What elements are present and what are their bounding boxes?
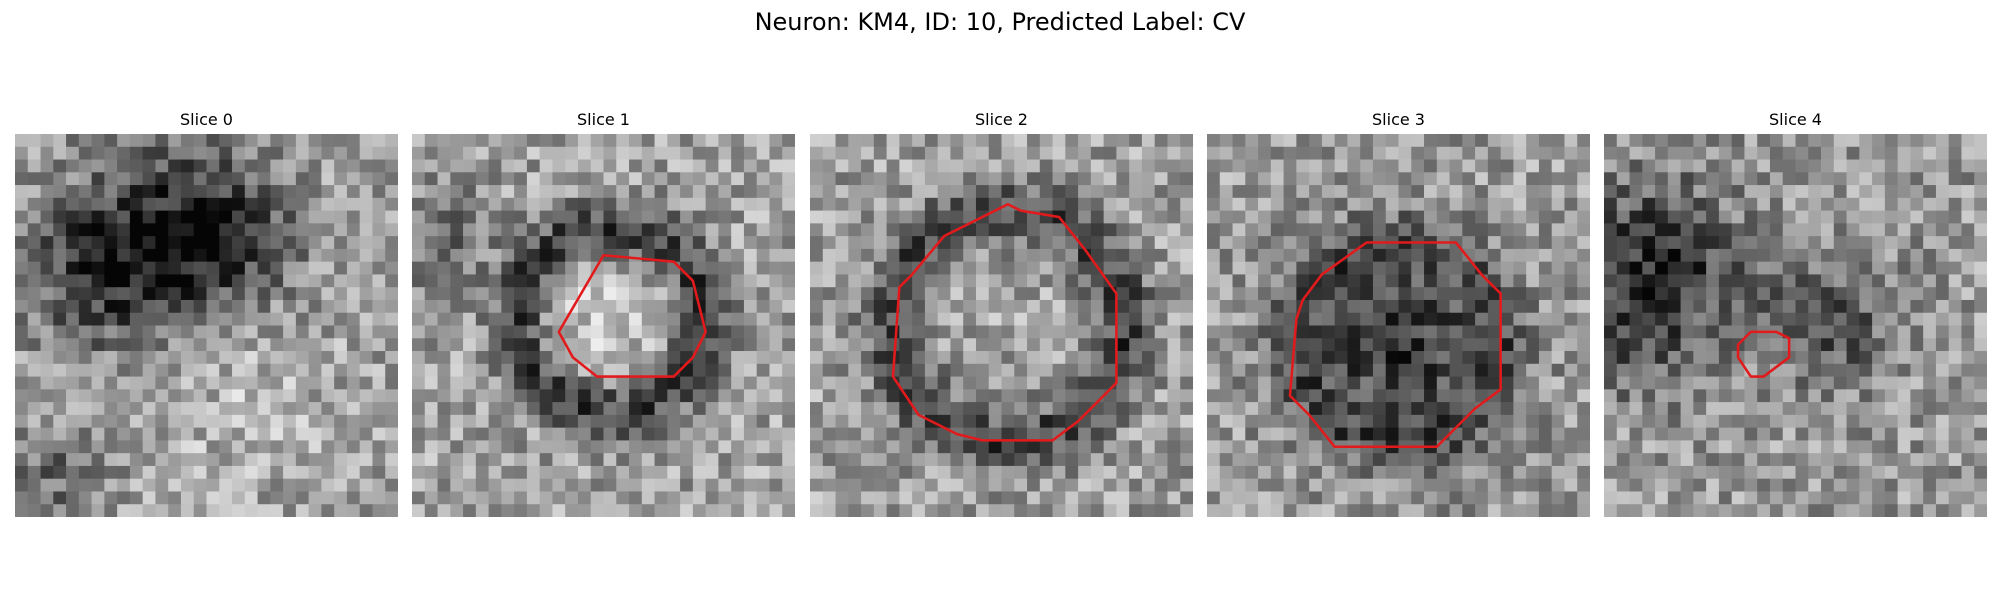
segmentation-contour xyxy=(1288,241,1502,449)
slice-4-image xyxy=(1604,134,1987,517)
slice-1-canvas xyxy=(412,134,795,517)
slice-1-image xyxy=(412,134,795,517)
panel-title-slice-2: Slice 2 xyxy=(975,110,1028,129)
slice-4-canvas xyxy=(1604,134,1987,517)
figure-title: Neuron: KM4, ID: 10, Predicted Label: CV xyxy=(754,8,1246,36)
panel-title-slice-0: Slice 0 xyxy=(180,110,233,129)
pixel-grid xyxy=(1207,134,1590,517)
pixel-grid xyxy=(1604,134,1987,517)
slice-2-canvas xyxy=(810,134,1193,517)
panel-title-slice-1: Slice 1 xyxy=(577,110,630,129)
segmentation-contour xyxy=(557,254,707,378)
pixel-grid xyxy=(810,134,1193,517)
panel-title-slice-4: Slice 4 xyxy=(1769,110,1822,129)
slice-0-canvas xyxy=(15,134,398,517)
segmentation-contour xyxy=(1736,330,1791,378)
slice-0-image xyxy=(15,134,398,517)
panel-title-slice-3: Slice 3 xyxy=(1372,110,1425,129)
slice-3-canvas xyxy=(1207,134,1590,517)
pixel-grid xyxy=(15,134,398,517)
slice-3-image xyxy=(1207,134,1590,517)
pixel-grid xyxy=(412,134,795,517)
slice-2-image xyxy=(810,134,1193,517)
segmentation-contour xyxy=(891,202,1118,442)
